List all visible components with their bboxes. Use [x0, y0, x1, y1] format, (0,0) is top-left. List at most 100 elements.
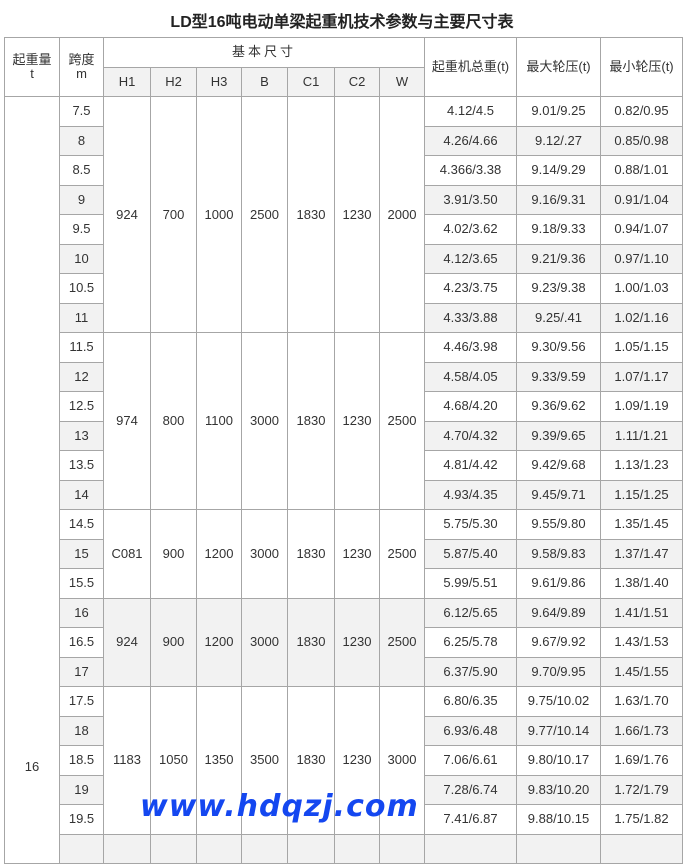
table-row: 19 7.28/6.74 9.83/10.20 1.72/1.79 [5, 774, 683, 805]
span-cell: 16 [59, 597, 104, 628]
total-weight-cell: 5.75/5.30 [424, 509, 517, 540]
total-weight-cell: 4.12/4.5 [424, 96, 517, 127]
dim-cell-h3: 1200 [196, 597, 242, 687]
dim-cell-w: 2500 [379, 597, 425, 687]
dim-cell-c1: 1830 [287, 96, 335, 333]
table-row: 17 6.37/5.90 9.70/9.95 1.45/1.55 [5, 656, 683, 687]
min-wheel-cell: 0.97/1.10 [600, 243, 683, 274]
total-weight-cell: 7.28/6.74 [424, 774, 517, 805]
empty-cell [241, 833, 288, 864]
span-cell: 10.5 [59, 273, 104, 304]
span-cell: 9 [59, 184, 104, 215]
span-cell: 11 [59, 302, 104, 333]
empty-cell [334, 833, 380, 864]
page-title: LD型16吨电动单梁起重机技术参数与主要尺寸表 [170, 14, 514, 31]
span-cell: 15 [59, 538, 104, 569]
span-cell: 12.5 [59, 391, 104, 422]
empty-cell [516, 833, 601, 864]
min-wheel-cell: 1.72/1.79 [600, 774, 683, 805]
dim-cell-b: 3000 [241, 509, 288, 599]
min-wheel-cell: 0.91/1.04 [600, 184, 683, 215]
min-wheel-cell: 1.15/1.25 [600, 479, 683, 510]
span-cell: 13 [59, 420, 104, 451]
table-row: 19.5 7.41/6.87 9.88/10.15 1.75/1.82 [5, 804, 683, 835]
dim-cell-h3: 1100 [196, 332, 242, 510]
table-row: 17.5 1183 1050 1350 3500 1830 1230 3000 6.80/6.3… [5, 686, 683, 835]
span-cell: 18.5 [59, 745, 104, 776]
dim-cell-h2: 900 [150, 597, 197, 687]
min-wheel-cell: 0.88/1.01 [600, 155, 683, 186]
dim-cell-b: 2500 [241, 96, 288, 333]
span-cell: 19.5 [59, 804, 104, 835]
table-row [5, 833, 683, 864]
table-row: 11.5 974 800 1100 3000 1830 1230 2500 4.46/3.98 9… [5, 332, 683, 510]
max-wheel-cell: 9.18/9.33 [516, 214, 601, 245]
max-wheel-cell: 9.36/9.62 [516, 391, 601, 422]
total-weight-cell: 4.46/3.98 [424, 332, 517, 363]
max-wheel-cell: 9.77/10.14 [516, 715, 601, 746]
min-wheel-cell: 1.63/1.70 [600, 686, 683, 717]
total-weight-cell: 4.33/3.88 [424, 302, 517, 333]
header-total-weight: 起重机总重(t) [424, 37, 517, 97]
table-row: 15 5.87/5.40 9.58/9.83 1.37/1.47 [5, 538, 683, 569]
span-cell: 14.5 [59, 509, 104, 540]
table-row: 8 4.26/4.66 9.12/.27 0.85/0.98 [5, 125, 683, 156]
span-cell: 9.5 [59, 214, 104, 245]
dim-cell-w: 2500 [379, 509, 425, 599]
header-span-label: 跨度 [68, 52, 95, 67]
dim-cell-b: 3000 [241, 597, 288, 687]
spec-table: 起重量 t 跨度 m 基本尺寸 起重机总重(t) 最大轮压(t) 最小轮压(t) H… [4, 37, 683, 864]
total-weight-cell: 5.87/5.40 [424, 538, 517, 569]
max-wheel-cell: 9.88/10.15 [516, 804, 601, 835]
total-weight-cell: 4.26/4.66 [424, 125, 517, 156]
min-wheel-cell: 0.82/0.95 [600, 96, 683, 127]
total-weight-cell: 3.91/3.50 [424, 184, 517, 215]
max-wheel-cell: 9.23/9.38 [516, 273, 601, 304]
max-wheel-cell: 9.83/10.20 [516, 774, 601, 805]
min-wheel-cell: 1.43/1.53 [600, 627, 683, 658]
total-weight-cell: 6.37/5.90 [424, 656, 517, 687]
max-wheel-cell: 9.64/9.89 [516, 597, 601, 628]
max-wheel-cell: 9.30/9.56 [516, 332, 601, 363]
max-wheel-cell: 9.01/9.25 [516, 96, 601, 127]
table-row: 14 4.93/4.35 9.45/9.71 1.15/1.25 [5, 479, 683, 510]
total-weight-cell: 4.23/3.75 [424, 273, 517, 304]
dim-cell-c2: 1230 [334, 96, 380, 333]
span-cell: 8.5 [59, 155, 104, 186]
span-cell: 17.5 [59, 686, 104, 717]
dim-cell-h1: C081 [103, 509, 151, 599]
max-wheel-cell: 9.58/9.83 [516, 538, 601, 569]
min-wheel-cell: 1.45/1.55 [600, 656, 683, 687]
max-wheel-cell: 9.80/10.17 [516, 745, 601, 776]
span-cell: 15.5 [59, 568, 104, 599]
max-wheel-cell: 9.75/10.02 [516, 686, 601, 717]
header-dim-h3: H3 [196, 66, 242, 97]
empty-cell [150, 833, 197, 864]
table-row: 12 4.58/4.05 9.33/9.59 1.07/1.17 [5, 361, 683, 392]
header-dim-w: W [379, 66, 425, 97]
dim-cell-h2: 800 [150, 332, 197, 510]
total-weight-cell: 4.02/3.62 [424, 214, 517, 245]
min-wheel-cell: 1.38/1.40 [600, 568, 683, 599]
max-wheel-cell: 9.21/9.36 [516, 243, 601, 274]
min-wheel-cell: 1.11/1.21 [600, 420, 683, 451]
min-wheel-cell: 1.13/1.23 [600, 450, 683, 481]
header-basic-dims: 基本尺寸 [103, 37, 425, 68]
header-dim-c1: C1 [287, 66, 335, 97]
dim-cell-c1: 1830 [287, 597, 335, 687]
span-cell: 19 [59, 774, 104, 805]
span-cell: 8 [59, 125, 104, 156]
total-weight-cell: 4.366/3.38 [424, 155, 517, 186]
dim-cell-h3: 1350 [196, 686, 242, 835]
dim-cell-h1: 924 [103, 597, 151, 687]
min-wheel-cell: 1.66/1.73 [600, 715, 683, 746]
empty-cell [424, 833, 517, 864]
max-wheel-cell: 9.39/9.65 [516, 420, 601, 451]
dim-cell-c2: 1230 [334, 686, 380, 835]
dim-cell-b: 3000 [241, 332, 288, 510]
max-wheel-cell: 9.33/9.59 [516, 361, 601, 392]
capacity-cell: 16 [4, 96, 60, 864]
max-wheel-cell: 9.12/.27 [516, 125, 601, 156]
total-weight-cell: 6.93/6.48 [424, 715, 517, 746]
header-capacity: 起重量 t [4, 37, 60, 97]
